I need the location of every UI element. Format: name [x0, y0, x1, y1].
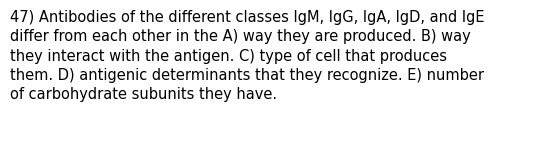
Text: 47) Antibodies of the different classes IgM, IgG, IgA, IgD, and IgE
differ from : 47) Antibodies of the different classes …	[10, 10, 484, 102]
